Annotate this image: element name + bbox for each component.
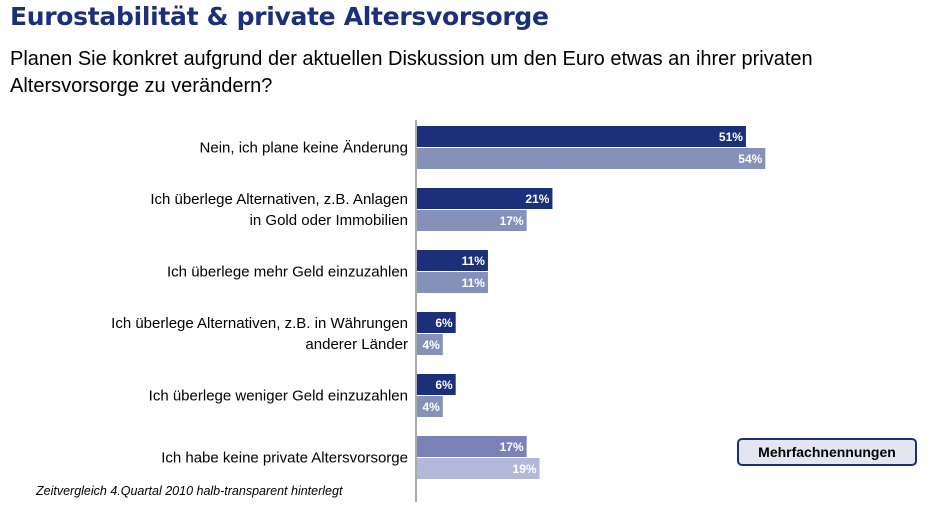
bar-current-3 (417, 312, 456, 333)
value-label-current-0: 51% (719, 130, 743, 144)
value-label-previous-0: 54% (738, 152, 762, 166)
bar-previous-3 (417, 334, 443, 355)
value-label-previous-1: 17% (500, 214, 524, 228)
bar-current-4 (417, 374, 456, 395)
category-label-1-line-1: in Gold oder Immobilien (250, 212, 408, 229)
bar-current-2 (417, 250, 488, 271)
value-label-current-3: 6% (435, 316, 453, 330)
bar-previous-5 (417, 458, 540, 479)
bar-previous-1 (417, 210, 527, 231)
category-label-3-line-1: anderer Länder (305, 336, 408, 353)
value-label-current-5: 17% (500, 440, 524, 454)
footnote: Zeitvergleich 4.Quartal 2010 halb-transp… (36, 484, 343, 498)
category-label-1-line-0: Ich überlege Alternativen, z.B. Anlagen (150, 191, 408, 208)
category-label-0: Nein, ich plane keine Änderung (200, 140, 408, 157)
bar-current-0 (417, 126, 746, 147)
multiple-answers-badge: Mehrfachnennungen (737, 438, 917, 466)
bar-previous-0 (417, 148, 766, 169)
category-label-3-line-0: Ich überlege Alternativen, z.B. in Währu… (111, 315, 408, 332)
value-label-previous-3: 4% (422, 338, 440, 352)
page-title: Eurostabilität & private Altersvorsorge (10, 2, 549, 31)
bar-previous-4 (417, 396, 443, 417)
value-label-previous-4: 4% (422, 400, 440, 414)
category-label-2: Ich überlege mehr Geld einzuzahlen (167, 264, 408, 281)
value-label-current-2: 11% (462, 254, 486, 268)
value-label-previous-2: 11% (462, 276, 486, 290)
value-label-current-1: 21% (525, 192, 549, 206)
bar-previous-2 (417, 272, 488, 293)
value-label-current-4: 6% (435, 378, 453, 392)
bar-current-5 (417, 436, 527, 457)
survey-question: Planen Sie konkret aufgrund der aktuelle… (10, 48, 813, 97)
category-label-4: Ich überlege weniger Geld einzuzahlen (149, 388, 408, 405)
value-label-previous-5: 19% (513, 462, 537, 476)
category-label-5: Ich habe keine private Altersvorsorge (161, 450, 408, 467)
bar-current-1 (417, 188, 553, 209)
